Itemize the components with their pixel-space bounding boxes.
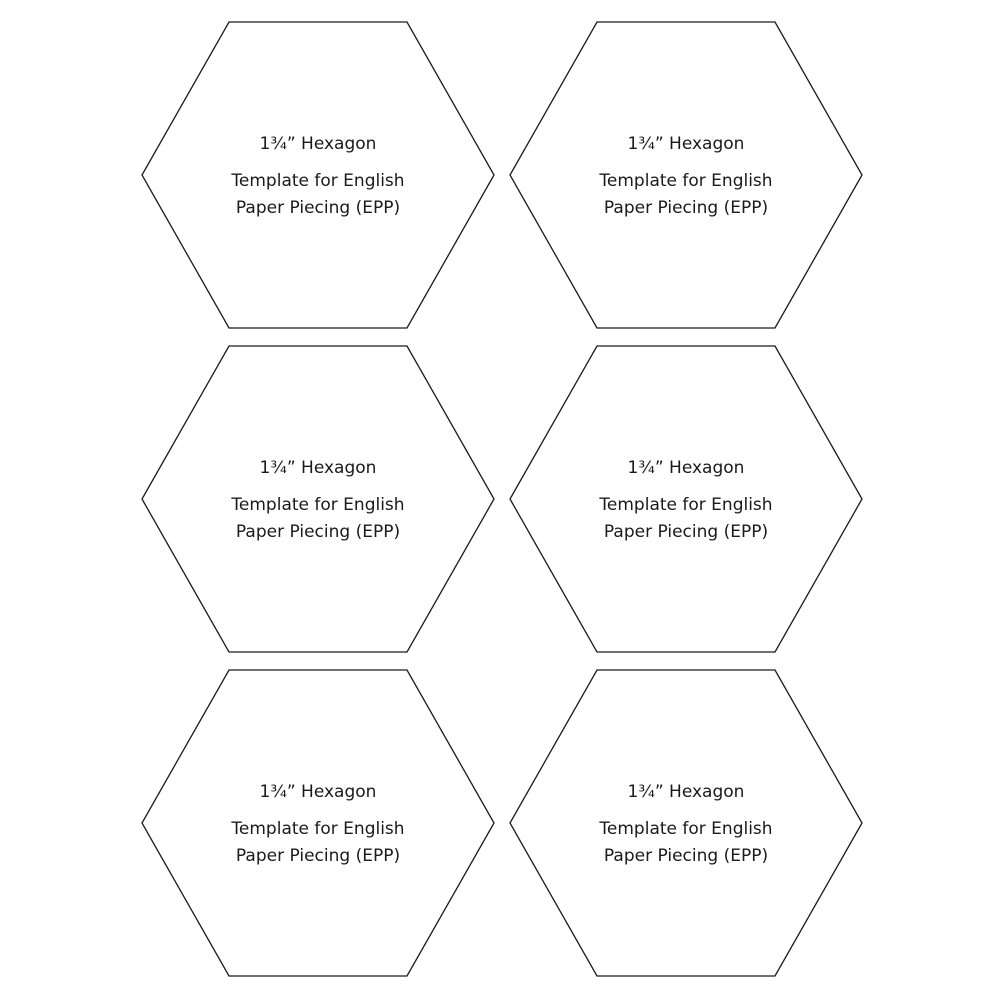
hexagon-shape: [509, 345, 863, 653]
hexagon-label: 1¾” Hexagon Template for English Paper Pie…: [506, 455, 866, 546]
hexagon-shape: [509, 21, 863, 329]
hexagon-description-line-2: Paper Piecing (EPP): [603, 846, 769, 866]
hexagon-title: 1¾” Hexagon: [627, 134, 745, 154]
hexagon-description-line-1: Template for English: [599, 495, 773, 515]
hexagon-description-line-1: Template for English: [231, 819, 405, 839]
hexagon-description-line-2: Paper Piecing (EPP): [235, 846, 401, 866]
hexagon-shape: [141, 21, 495, 329]
hexagon-description-line-1: Template for English: [599, 171, 773, 191]
hexagon-description-line-2: Paper Piecing (EPP): [603, 198, 769, 218]
hexagon-shape: [141, 345, 495, 653]
hexagon-title: 1¾” Hexagon: [259, 458, 377, 478]
hexagon-title: 1¾” Hexagon: [259, 782, 377, 802]
hexagon-title: 1¾” Hexagon: [627, 782, 745, 802]
hexagon-description-line-1: Template for English: [231, 171, 405, 191]
hexagon-label: 1¾” Hexagon Template for English Paper Pie…: [138, 779, 498, 870]
hexagon-description-line-2: Paper Piecing (EPP): [235, 198, 401, 218]
hexagon-title: 1¾” Hexagon: [627, 458, 745, 478]
hexagon-label: 1¾” Hexagon Template for English Paper Pie…: [138, 131, 498, 222]
hexagon-description-line-2: Paper Piecing (EPP): [603, 522, 769, 542]
hexagon-shape: [141, 669, 495, 977]
hexagon-label: 1¾” Hexagon Template for English Paper Pie…: [506, 779, 866, 870]
hexagon-label: 1¾” Hexagon Template for English Paper Pie…: [138, 455, 498, 546]
hexagon-title: 1¾” Hexagon: [259, 134, 377, 154]
hexagon-label: 1¾” Hexagon Template for English Paper Pie…: [506, 131, 866, 222]
hexagon-description-line-1: Template for English: [231, 495, 405, 515]
hexagon-shape: [509, 669, 863, 977]
hexagon-description-line-2: Paper Piecing (EPP): [235, 522, 401, 542]
hexagon-description-line-1: Template for English: [599, 819, 773, 839]
